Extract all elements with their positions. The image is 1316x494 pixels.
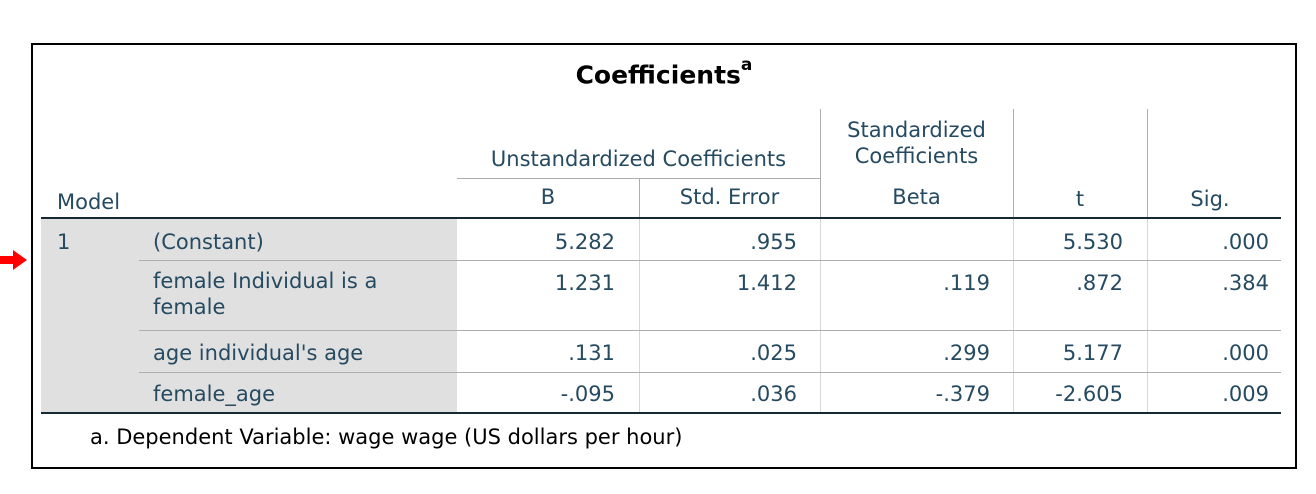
header-t: t [1075, 187, 1085, 211]
header-rule [41, 217, 1281, 219]
row-label: (Constant) [153, 230, 264, 254]
row-label: age individual's age [153, 341, 364, 365]
cell-std-error: .955 [750, 230, 797, 254]
grid-line [1013, 109, 1014, 218]
cell-beta: .119 [943, 271, 990, 295]
header-std-error: Std. Error [679, 185, 780, 209]
header-sig: Sig. [1190, 187, 1230, 211]
header-b: B [540, 185, 556, 209]
grid-line [1013, 219, 1014, 413]
cell-beta: -.379 [935, 382, 990, 406]
header-model: Model [57, 190, 121, 214]
cell-sig: .009 [1222, 382, 1269, 406]
grid-line [639, 178, 640, 218]
cell-sig: .000 [1222, 230, 1269, 254]
title-footnote-marker: a [740, 55, 753, 75]
cell-std-error: .025 [750, 341, 797, 365]
cell-b: 5.282 [554, 230, 615, 254]
cell-b: 1.231 [554, 271, 615, 295]
cell-t: 5.530 [1062, 230, 1123, 254]
grid-line [639, 219, 640, 413]
cell-std-error: .036 [750, 382, 797, 406]
row-label: female_age [153, 382, 276, 406]
table-title: Coefficientsa [575, 55, 753, 90]
row-separator [139, 260, 1281, 261]
grid-line [820, 109, 821, 218]
cell-t: 5.177 [1062, 341, 1123, 365]
row-separator [139, 330, 1281, 331]
header-unstandardized: Unstandardized Coefficients [490, 147, 787, 171]
table-footnote: a. Dependent Variable: wage wage (US dol… [90, 425, 683, 449]
cell-t: -2.605 [1055, 382, 1123, 406]
row-indicator-arrow-icon [0, 250, 27, 270]
row-label-line2: female [153, 295, 226, 319]
header-standardized-line1: Standardized [847, 118, 986, 142]
cell-beta: .299 [943, 341, 990, 365]
row-label-line1: female Individual is a [153, 269, 378, 293]
header-standardized-line2: Coefficients [854, 144, 979, 168]
header-beta: Beta [892, 185, 941, 209]
grid-line [820, 219, 821, 413]
row-label-shading [41, 218, 457, 413]
model-number: 1 [57, 230, 71, 254]
cell-b: -.095 [560, 382, 615, 406]
cell-std-error: 1.412 [736, 271, 797, 295]
cell-sig: .000 [1222, 341, 1269, 365]
coefficients-table: Coefficientsa Unstandardized Coefficient… [31, 43, 1297, 469]
table-bottom-rule [41, 412, 1281, 414]
row-separator [139, 372, 1281, 373]
grid-line [1147, 109, 1148, 218]
grid-line [457, 178, 820, 179]
cell-b: .131 [568, 341, 615, 365]
grid-line [1147, 219, 1148, 413]
cell-t: .872 [1076, 271, 1123, 295]
cell-sig: .384 [1222, 271, 1269, 295]
